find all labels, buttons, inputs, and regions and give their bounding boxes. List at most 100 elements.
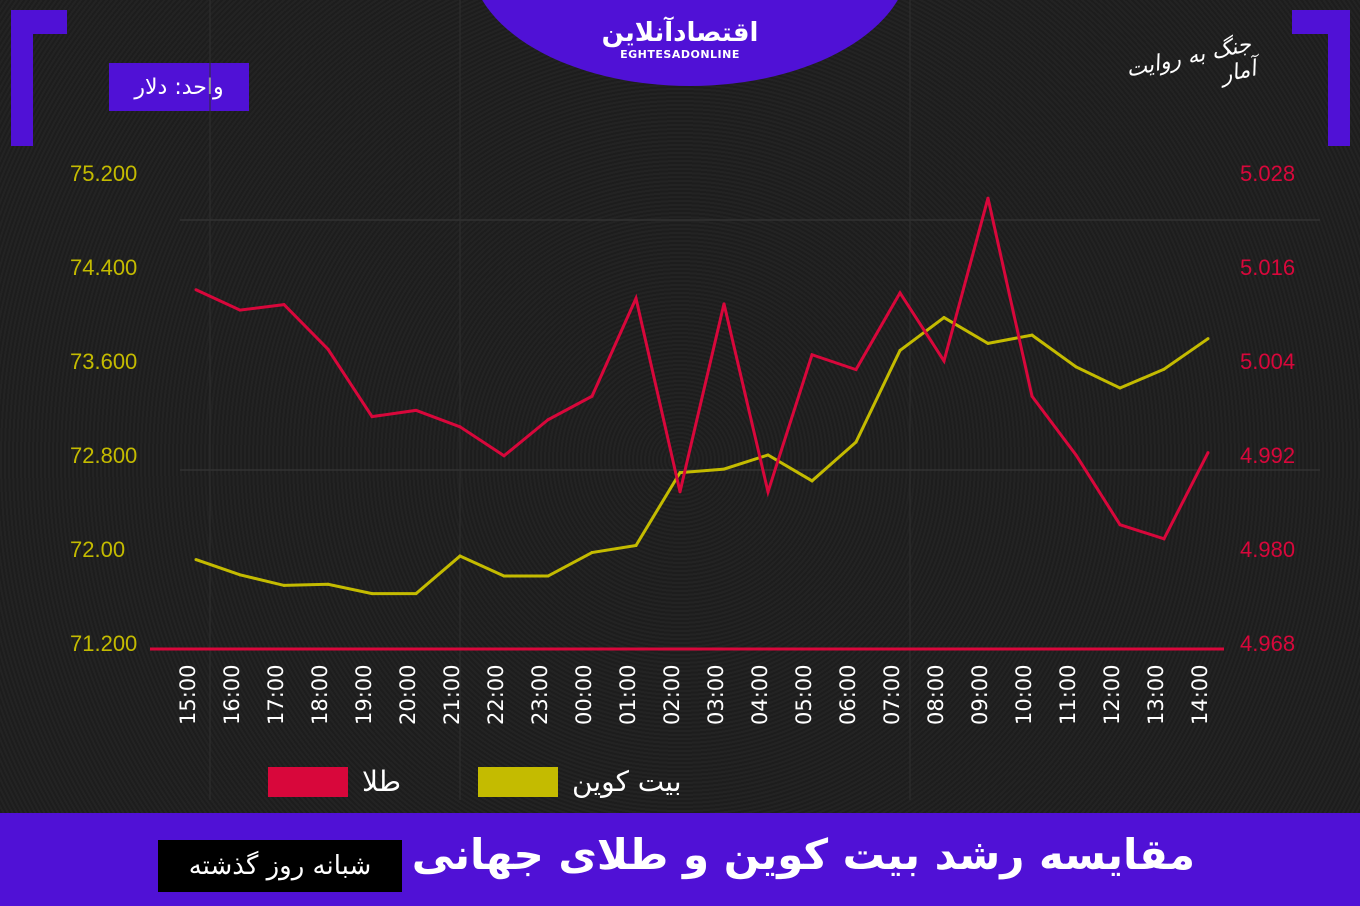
x-axis-tick-label: 08:00 xyxy=(924,664,948,725)
data-point-gold xyxy=(370,415,374,419)
data-point-gold xyxy=(590,394,594,398)
data-point-gold xyxy=(810,353,814,357)
data-point-bitcoin xyxy=(458,554,462,558)
left-axis-tick-label: 73.600 xyxy=(70,349,137,374)
data-point-bitcoin xyxy=(898,348,902,352)
data-point-bitcoin xyxy=(1162,367,1166,371)
left-axis-tick-label: 72.800 xyxy=(70,443,137,468)
data-point-gold xyxy=(1206,451,1210,455)
x-axis-tick-label: 16:00 xyxy=(220,664,244,725)
corner-decoration-right-bar xyxy=(1328,10,1350,146)
data-point-bitcoin xyxy=(414,592,418,596)
data-point-bitcoin xyxy=(942,316,946,320)
data-point-bitcoin xyxy=(1030,333,1034,337)
x-axis-tick-label: 22:00 xyxy=(484,664,508,725)
x-axis-tick-label: 21:00 xyxy=(440,664,464,725)
x-axis-tick-label: 07:00 xyxy=(880,664,904,725)
logo-text-en: EGHTESADONLINE xyxy=(620,48,740,61)
legend-label-gold: طلا xyxy=(362,765,401,798)
x-axis-tick-label: 01:00 xyxy=(616,664,640,725)
x-axis-tick-label: 03:00 xyxy=(704,664,728,725)
logo: اقتصادآنلاین EGHTESADONLINE xyxy=(590,18,770,61)
unit-badge: واحد: دلار xyxy=(109,63,249,111)
data-point-gold xyxy=(722,302,726,306)
data-point-bitcoin xyxy=(766,453,770,457)
data-point-gold xyxy=(1074,453,1078,457)
data-point-gold xyxy=(326,347,330,351)
data-point-gold xyxy=(458,425,462,429)
right-axis-tick-label: 4.980 xyxy=(1240,537,1295,562)
x-axis-tick-label: 00:00 xyxy=(572,664,596,725)
data-point-gold xyxy=(678,490,682,494)
x-axis-tick-label: 09:00 xyxy=(968,664,992,725)
chart-subtitle: شبانه روز گذشته xyxy=(158,840,402,892)
logo-text-fa: اقتصادآنلاین xyxy=(601,18,759,48)
data-point-bitcoin xyxy=(282,583,286,587)
data-point-gold xyxy=(546,418,550,422)
data-point-gold xyxy=(238,308,242,312)
left-axis-tick-label: 74.400 xyxy=(70,255,137,280)
left-axis-tick-label: 71.200 xyxy=(70,631,137,656)
data-point-gold xyxy=(766,490,770,494)
data-point-bitcoin xyxy=(194,558,198,562)
x-axis-tick-label: 18:00 xyxy=(308,664,332,725)
chart-title: مقایسه رشد بیت کوین و طلای جهانی xyxy=(411,830,1195,879)
data-point-bitcoin xyxy=(678,471,682,475)
data-point-bitcoin xyxy=(546,574,550,578)
data-point-gold xyxy=(1030,394,1034,398)
data-point-gold xyxy=(502,454,506,458)
right-axis-tick-label: 5.016 xyxy=(1240,255,1295,280)
data-point-bitcoin xyxy=(1074,365,1078,369)
legend-swatch-gold xyxy=(268,766,348,797)
x-axis-tick-label: 20:00 xyxy=(396,664,420,725)
data-point-gold xyxy=(1162,537,1166,541)
x-axis-tick-label: 12:00 xyxy=(1100,664,1124,725)
data-point-bitcoin xyxy=(1118,386,1122,390)
x-axis-tick-label: 04:00 xyxy=(748,664,772,725)
x-axis-tick-label: 05:00 xyxy=(792,664,816,725)
x-axis-tick-label: 19:00 xyxy=(352,664,376,725)
x-axis-tick-label: 15:00 xyxy=(176,664,200,725)
data-point-bitcoin xyxy=(326,582,330,586)
data-point-gold xyxy=(194,288,198,292)
x-axis-tick-label: 17:00 xyxy=(264,664,288,725)
data-point-gold xyxy=(414,408,418,412)
x-axis-tick-label: 23:00 xyxy=(528,664,552,725)
data-point-gold xyxy=(986,196,990,200)
legend-swatch-bitcoin xyxy=(478,766,558,797)
data-point-bitcoin xyxy=(854,440,858,444)
right-axis-tick-label: 5.004 xyxy=(1240,349,1295,374)
data-point-bitcoin xyxy=(986,341,990,345)
data-point-bitcoin xyxy=(1206,337,1210,341)
data-point-bitcoin xyxy=(238,573,242,577)
x-axis-tick-label: 13:00 xyxy=(1144,664,1168,725)
data-point-gold xyxy=(854,368,858,372)
data-point-gold xyxy=(942,359,946,363)
data-point-bitcoin xyxy=(370,592,374,596)
right-axis-tick-label: 4.992 xyxy=(1240,443,1295,468)
data-point-bitcoin xyxy=(590,551,594,555)
data-point-gold xyxy=(282,303,286,307)
data-point-bitcoin xyxy=(722,467,726,471)
data-point-bitcoin xyxy=(810,479,814,483)
right-axis-tick-label: 4.968 xyxy=(1240,631,1295,656)
data-point-gold xyxy=(898,291,902,295)
x-axis-tick-label: 02:00 xyxy=(660,664,684,725)
corner-decoration-left-bar xyxy=(11,10,33,146)
data-point-gold xyxy=(1118,523,1122,527)
legend-item-gold: طلا xyxy=(268,765,401,798)
x-axis-tick-label: 14:00 xyxy=(1188,664,1212,725)
left-axis-tick-label: 75.200 xyxy=(70,161,137,186)
left-axis-tick-label: 72.00 xyxy=(70,537,125,562)
legend-item-bitcoin: بیت کوین xyxy=(478,765,682,798)
data-point-bitcoin xyxy=(634,543,638,547)
data-point-bitcoin xyxy=(502,574,506,578)
legend-label-bitcoin: بیت کوین xyxy=(572,765,682,798)
data-point-gold xyxy=(634,296,638,300)
x-axis-tick-label: 11:00 xyxy=(1056,664,1080,725)
series-line-bitcoin xyxy=(195,315,1209,596)
x-axis-tick-label: 06:00 xyxy=(836,664,860,725)
right-axis-tick-label: 5.028 xyxy=(1240,161,1295,186)
